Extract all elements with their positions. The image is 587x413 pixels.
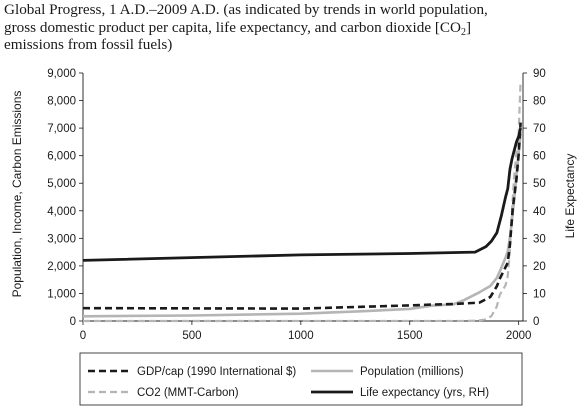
y2-tick-label: 40	[533, 206, 546, 218]
series-line-life-expectancy-yrs-rh	[82, 127, 522, 262]
legend-item-co2: CO2 (MMT-Carbon)	[88, 387, 239, 399]
legend-label-gdp: GDP/cap (1990 International $)	[137, 366, 296, 378]
y2-tick-label: 0	[533, 316, 539, 328]
chart-title-line-2-end: ]	[466, 18, 472, 36]
y-tick-label: 8,000	[47, 96, 76, 108]
y-tick-label: 2,000	[47, 261, 76, 273]
x-tick-label: 1000	[288, 330, 314, 342]
y-tick-label: 9,000	[47, 68, 76, 80]
chart-title-line-2-text: gross domestic product per capita, life …	[4, 18, 462, 36]
y2-tick-label: 10	[533, 288, 546, 300]
legend-frame	[79, 352, 523, 406]
x-tick-label: 2000	[506, 330, 532, 342]
y-axis-label: Population, Income, Carbon Emissions	[10, 91, 24, 298]
y2-tick-label: 70	[533, 123, 546, 135]
y2-tick-label: 30	[533, 233, 546, 245]
y-tick-label: 3,000	[47, 233, 76, 245]
legend-item-population: Population (millions)	[311, 366, 464, 378]
chart-axes: 0 1,000 2,000 3,000 4,000 5,000 6,000 7,000 8,00…	[47, 68, 546, 342]
y2-tick-label: 60	[533, 151, 546, 163]
chart-title-line-3: emissions from fossil fuels)	[4, 36, 173, 53]
chart-title-subscript: 2	[461, 26, 467, 38]
legend-item-gdp: GDP/cap (1990 International $)	[88, 366, 296, 378]
series-line-population-millions	[82, 133, 522, 318]
y2-tick-label: 20	[533, 261, 546, 273]
x-tick-label: 500	[182, 330, 201, 342]
chart-series-layer	[82, 81, 522, 323]
chart-title-line-1: Global Progress, 1 A.D.–2009 A.D. (as in…	[4, 1, 488, 18]
series-line-co2-mmt-carbon	[82, 81, 522, 323]
y2-tick-label: 80	[533, 96, 546, 108]
y-tick-label: 4,000	[47, 206, 76, 218]
legend-label-life-expectancy: Life expectancy (yrs, RH)	[360, 387, 489, 399]
y-tick-label: 5,000	[47, 178, 76, 190]
y2-tick-label: 50	[533, 178, 546, 190]
y-tick-label: 0	[70, 316, 76, 328]
chart-legend: GDP/cap (1990 International $) Populatio…	[79, 352, 523, 406]
y-tick-label: 6,000	[47, 151, 76, 163]
x-tick-label: 1500	[397, 330, 423, 342]
series-line-gdp-cap-1990-international	[82, 122, 522, 310]
y-tick-label: 1,000	[47, 288, 76, 300]
legend-label-population: Population (millions)	[360, 366, 464, 378]
chart-title: Global Progress, 1 A.D.–2009 A.D. (as in…	[4, 1, 584, 54]
chart-title-line-2: gross domestic product per capita, life …	[4, 18, 584, 38]
legend-item-life-expectancy: Life expectancy (yrs, RH)	[311, 387, 489, 399]
y2-axis-label: Life Expectancy	[563, 154, 577, 239]
legend-label-co2: CO2 (MMT-Carbon)	[137, 387, 239, 399]
x-tick-label: 0	[80, 330, 86, 342]
y2-tick-label: 90	[533, 68, 546, 80]
y-tick-label: 7,000	[47, 123, 76, 135]
